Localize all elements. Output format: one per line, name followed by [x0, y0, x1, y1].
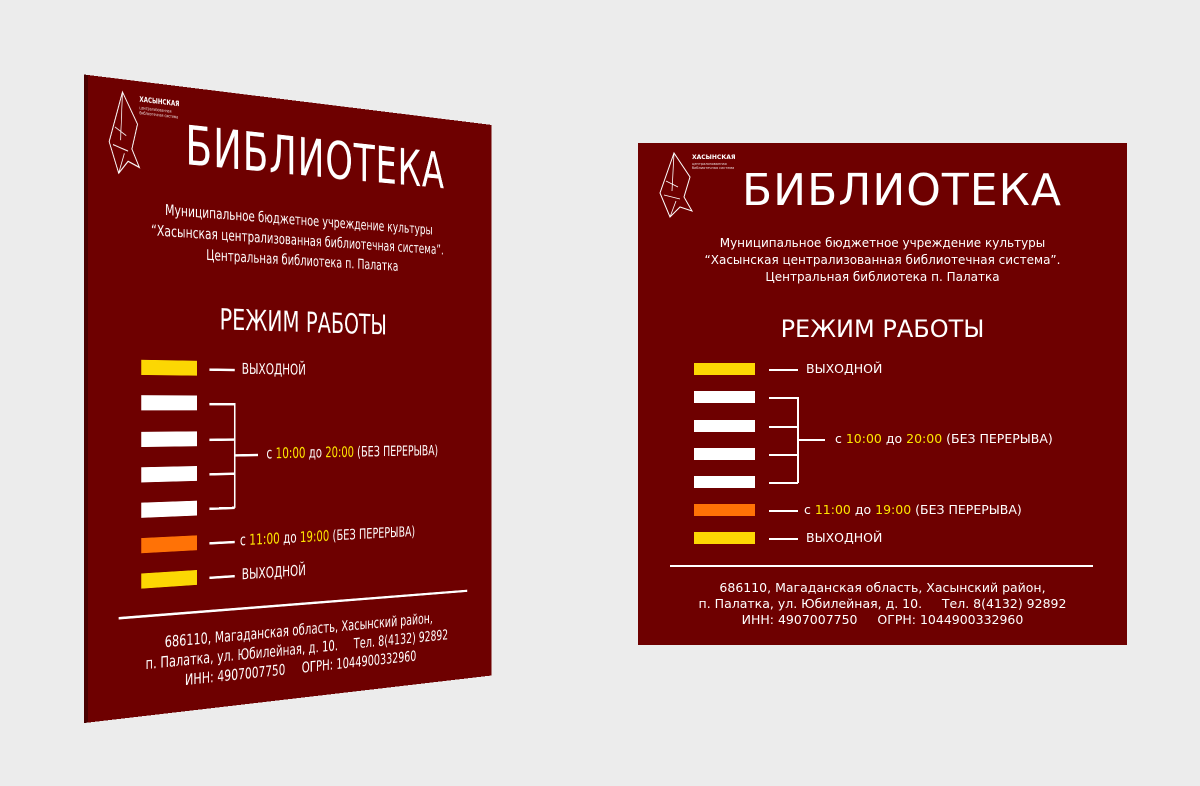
address-block: 686110, Магаданская область, Хасынский р… — [638, 580, 1127, 628]
short-hours-label: с 11:00 до 19:00 (БЕЗ ПЕРЕРЫВА) — [239, 522, 416, 550]
subtitle-line: Центральная библиотека п. Палатка — [765, 270, 1000, 284]
day-bar-weekend — [694, 532, 755, 544]
connector-line — [769, 397, 798, 399]
subtitle-line: “Хасынская централизованная библиотечная… — [704, 253, 1061, 267]
day-bar-weekend — [141, 570, 197, 589]
address-block: 686110, Магаданская область, Хасынский р… — [88, 604, 491, 700]
connector-line — [209, 472, 235, 475]
feather-bird-icon — [105, 87, 143, 183]
schedule-title: РЕЖИМ РАБОТЫ — [780, 315, 985, 343]
feather-bird-icon — [659, 151, 694, 218]
connector-line — [209, 402, 235, 405]
library-sign: ХАСЫНСКАЯ централизованная библиотечная … — [638, 143, 1127, 645]
bracket-line — [797, 397, 799, 483]
connector-line — [769, 482, 798, 484]
connector-line — [769, 426, 798, 428]
day-bar-weekend — [694, 363, 755, 375]
day-off-label: ВЫХОДНОЙ — [806, 361, 883, 376]
connector-line — [769, 510, 798, 512]
library-sign-perspective-mockup: ХАСЫНСКАЯ централизованная библиотечная … — [88, 75, 492, 723]
organization-name: Муниципальное бюджетное учреждение культ… — [638, 235, 1127, 286]
connector-line — [209, 574, 235, 579]
day-bar-workday — [694, 391, 755, 403]
divider — [670, 565, 1093, 567]
day-off-label: ВЫХОДНОЙ — [806, 530, 883, 545]
address-line: п. Палатка, ул. Юбилейная, д. 10. Тел. 8… — [698, 596, 1067, 611]
library-logo: ХАСЫНСКАЯ централизованная библиотечная … — [656, 151, 746, 223]
day-bar-workday — [141, 500, 197, 518]
sign-title: БИБЛИОТЕКА — [742, 165, 1062, 216]
connector-line — [769, 454, 798, 456]
day-bar-short — [694, 504, 755, 516]
connector-line — [209, 368, 235, 371]
connector-line — [209, 506, 235, 510]
regular-hours-label: с 10:00 до 20:00 (БЕЗ ПЕРЕРЫВА) — [266, 441, 439, 463]
library-logo: ХАСЫНСКАЯ централизованная библиотечная … — [105, 87, 188, 186]
connector-line — [209, 540, 235, 544]
schedule-title: РЕЖИМ РАБОТЫ — [219, 302, 387, 342]
day-bar-workday — [694, 420, 755, 432]
organization-name: Муниципальное бюджетное учреждение культ… — [88, 194, 491, 282]
day-bar-weekend — [141, 359, 197, 376]
regular-hours-label: с 10:00 до 20:00 (БЕЗ ПЕРЕРЫВА) — [835, 431, 1053, 446]
library-sign: ХАСЫНСКАЯ централизованная библиотечная … — [88, 75, 492, 723]
day-bar-workday — [141, 466, 197, 483]
day-bar-short — [141, 535, 197, 554]
day-bar-workday — [694, 448, 755, 460]
short-hours-label: с 11:00 до 19:00 (БЕЗ ПЕРЕРЫВА) — [804, 502, 1022, 517]
connector-line — [769, 538, 798, 540]
day-off-label: ВЫХОДНОЙ — [241, 560, 306, 584]
subtitle-line: Муниципальное бюджетное учреждение культ… — [719, 236, 1046, 250]
day-bar-workday — [141, 431, 197, 448]
address-line: 686110, Магаданская область, Хасынский р… — [719, 580, 1046, 595]
day-bar-workday — [694, 476, 755, 488]
connector-line — [209, 438, 235, 441]
connector-line — [798, 439, 825, 441]
connector-line — [234, 453, 258, 457]
address-line: ИНН: 4907007750 ОГРН: 1044900332960 — [741, 612, 1024, 627]
connector-line — [769, 369, 798, 371]
day-off-label: ВЫХОДНОЙ — [241, 359, 306, 379]
day-bar-workday — [141, 395, 197, 411]
sign-title: БИБЛИОТЕКА — [185, 114, 445, 201]
